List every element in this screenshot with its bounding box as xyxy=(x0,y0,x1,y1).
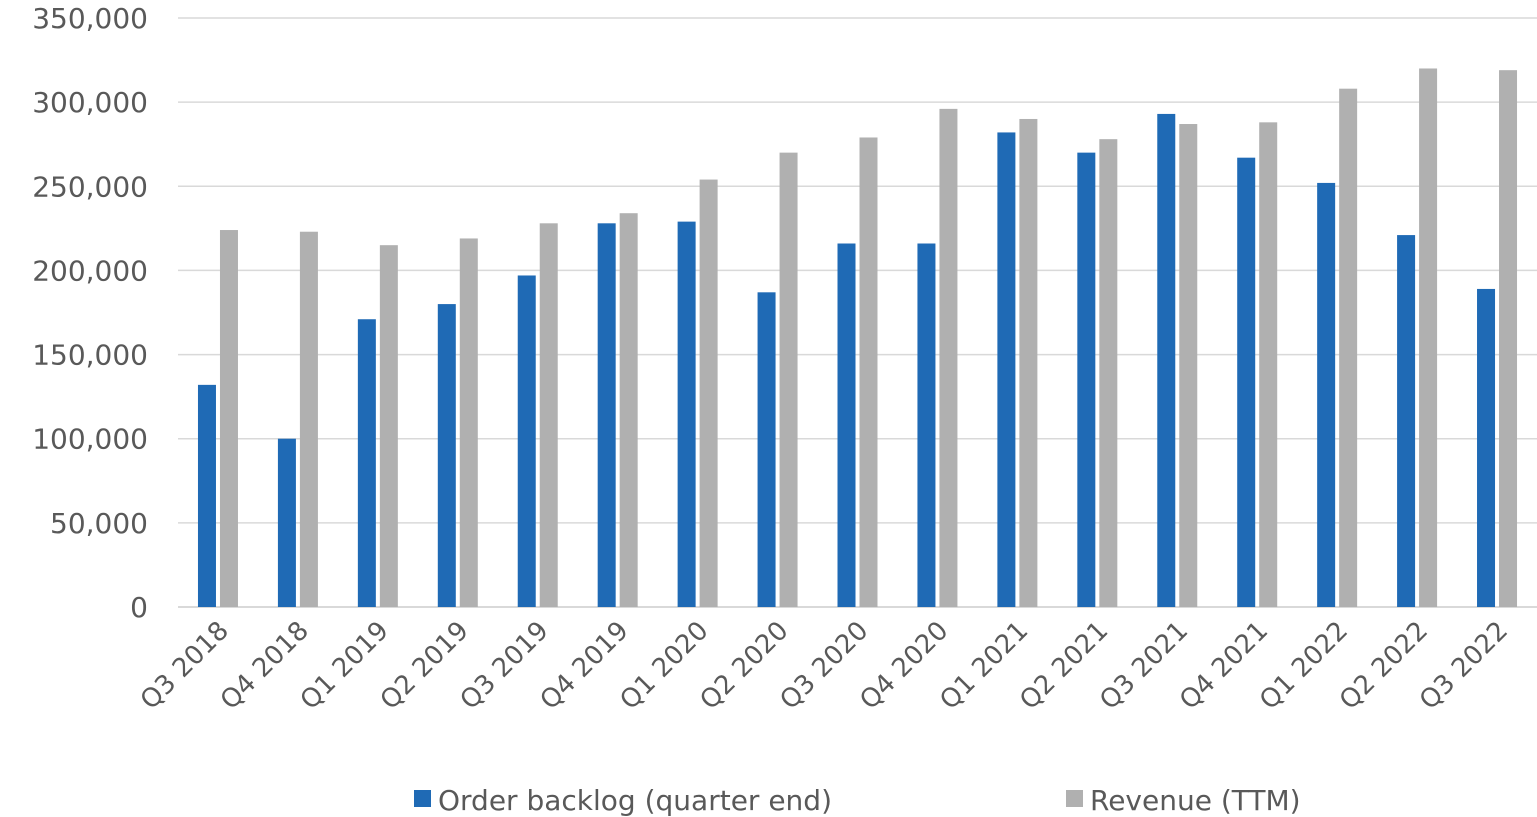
bar-revenue-ttm xyxy=(379,245,398,607)
bar-revenue-ttm xyxy=(1099,139,1118,607)
legend-label: Revenue (TTM) xyxy=(1090,784,1301,817)
legend: Order backlog (quarter end) Revenue (TTM) xyxy=(414,784,1301,817)
y-tick-label: 100,000 xyxy=(32,423,148,456)
bar-revenue-ttm xyxy=(939,108,958,608)
bar-order-backlog xyxy=(357,319,376,607)
bar-order-backlog xyxy=(1157,113,1176,608)
bar-revenue-ttm xyxy=(459,238,478,607)
bar-order-backlog xyxy=(1397,235,1416,608)
bar-revenue-ttm xyxy=(1419,68,1438,607)
bar-revenue-ttm xyxy=(1019,118,1038,607)
x-tick-label: Q3 2022 xyxy=(1414,616,1514,716)
bar-order-backlog xyxy=(597,223,616,607)
bar-order-backlog xyxy=(277,438,296,607)
y-tick-label: 250,000 xyxy=(32,170,148,203)
legend-label: Order backlog (quarter end) xyxy=(438,784,832,817)
bar-revenue-ttm xyxy=(219,230,238,608)
y-tick-label: 150,000 xyxy=(32,339,148,372)
bar-revenue-ttm xyxy=(539,223,558,607)
y-axis-ticks: 0 50,000 100,000 150,000 200,000 250,000 300,0… xyxy=(32,2,148,624)
bar-order-backlog xyxy=(757,292,776,607)
bar-order-backlog xyxy=(437,304,456,607)
bar-revenue-ttm xyxy=(699,179,718,607)
gridlines xyxy=(178,17,1537,608)
bar-revenue-ttm xyxy=(1259,122,1278,607)
bar-order-backlog xyxy=(197,384,216,607)
bar-revenue-ttm xyxy=(1339,88,1358,608)
bar-order-backlog xyxy=(677,221,696,607)
bar-revenue-ttm xyxy=(299,231,318,608)
bar-order-backlog xyxy=(1317,182,1336,608)
bar-order-backlog xyxy=(1477,288,1496,607)
y-tick-label: 0 xyxy=(130,591,148,624)
y-tick-label: 50,000 xyxy=(50,507,148,540)
bars xyxy=(197,68,1518,608)
bar-revenue-ttm xyxy=(619,213,638,607)
bar-order-backlog xyxy=(1237,157,1256,608)
y-tick-label: 300,000 xyxy=(32,86,148,119)
bar-revenue-ttm xyxy=(859,137,878,608)
bar-order-backlog xyxy=(1077,152,1096,607)
legend-swatch xyxy=(414,790,431,807)
bar-order-backlog xyxy=(917,243,936,607)
bar-revenue-ttm xyxy=(1179,124,1198,608)
y-tick-label: 200,000 xyxy=(32,254,148,287)
bar-order-backlog xyxy=(517,275,536,607)
bar-revenue-ttm xyxy=(1499,70,1518,607)
legend-swatch xyxy=(1066,790,1083,807)
bar-order-backlog xyxy=(997,132,1016,608)
bar-revenue-ttm xyxy=(779,152,798,607)
bar-order-backlog xyxy=(837,243,856,607)
y-tick-label: 350,000 xyxy=(32,2,148,35)
